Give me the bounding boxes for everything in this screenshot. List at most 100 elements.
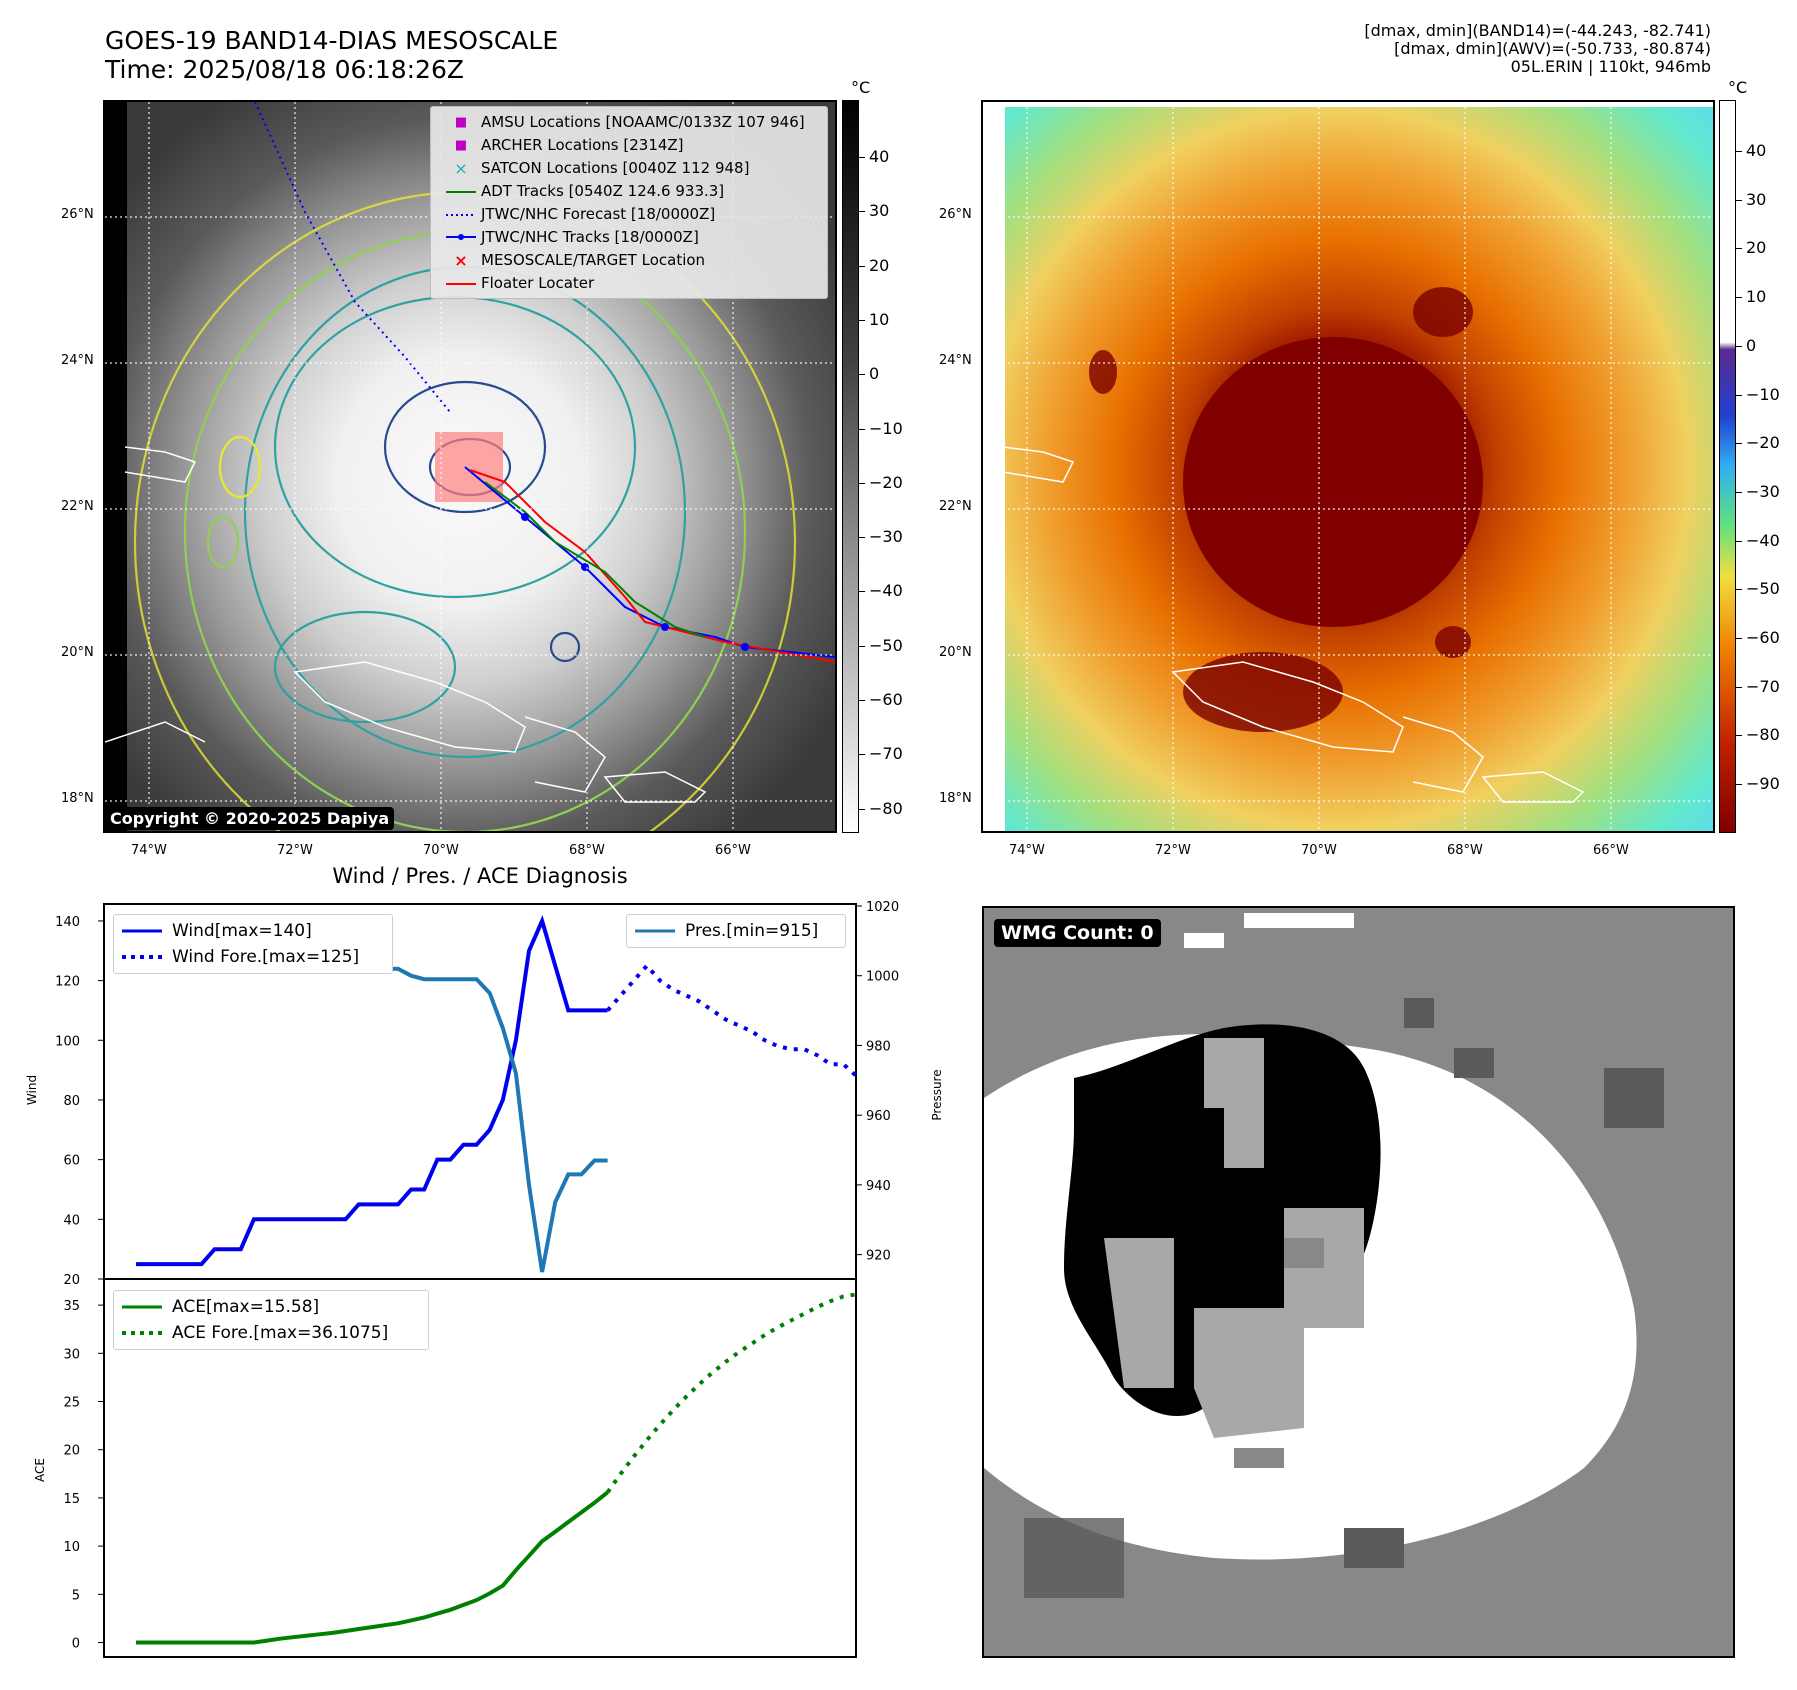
colorbar-left [842,100,859,833]
ace-ytick-label: 25 [63,1396,80,1411]
series-line-ace-fore- [605,1292,857,1494]
colorbar-right-tick-mark [1736,345,1742,347]
pressure-ytick-label: 960 [866,1109,891,1124]
ir-map-lon-label: 70°W [423,843,459,858]
colorbar-left-tick-mark [859,265,865,267]
colorbar-left-tick-label: −70 [869,744,903,764]
ace-ytick-label: 20 [63,1444,80,1459]
colorbar-left-tick-mark [859,537,865,539]
map-legend: ■ AMSU Locations [NOAAMC/0133Z 107 946] ■… [430,106,828,299]
colorbar-left-tick-mark [859,211,865,213]
colorbar-right-tick-mark [1736,297,1742,299]
colorbar-right-tick-mark [1736,540,1742,542]
colorbar-right-tick-mark [1736,491,1742,493]
line-marker-icon [441,180,481,203]
colorbar-right-tick-label: −70 [1746,676,1780,696]
colorbar-left-tick-mark [859,319,865,321]
colorbar-right [1719,100,1736,833]
ace-ytick-label: 30 [63,1347,80,1362]
legend-item-pressure: Pres.[min=915] [635,921,819,941]
colorbar-left-tick-label: 40 [869,147,890,166]
colorbar-left-tick-mark [859,591,865,593]
color-map-lon-label: 66°W [1593,843,1629,858]
color-map-panel [981,100,1715,833]
copyright-label: Copyright © 2020-2025 Dapiya [105,807,395,830]
dotted-line-icon [441,203,481,226]
colorbar-left-tick-label: −10 [869,418,903,438]
pressure-ytick-label: 920 [866,1249,891,1264]
colorbar-left-tick-mark [859,157,865,158]
colorbar-left-tick-mark [859,428,865,430]
wind-legend: Wind[max=140] Wind Fore.[max=125] [113,914,393,974]
colorbar-right-tick-mark [1736,735,1742,737]
pressure-axis-label: Pressure [930,1069,944,1120]
wind-ytick-label: 60 [63,1154,80,1169]
legend-item-target: × MESOSCALE/TARGET Location [441,249,817,272]
figure-title: GOES-19 BAND14-DIAS MESOSCALE Time: 2025… [105,26,558,84]
stats-info: [dmax, dmin](BAND14)=(-44.243, -82.741) … [1111,22,1711,76]
series-line-wind [136,915,608,1267]
ir-map-lat-label: 26°N [61,207,94,222]
colorbar-left-tick-label: 0 [869,364,880,384]
legend-item-amsu: ■ AMSU Locations [NOAAMC/0133Z 107 946] [441,111,817,134]
colorbar-right-tick-mark [1736,248,1742,250]
colorbar-right-tick-mark [1736,443,1742,445]
color-map-lat-label: 18°N [939,791,972,806]
legend-item-wind-forecast: Wind Fore.[max=125] [122,947,360,967]
colorbar-right-tick-label: −80 [1746,725,1780,745]
colorbar-right-tick-label: 0 [1746,335,1757,355]
colorbar-right-tick-label: −50 [1746,579,1780,599]
pressure-ytick-label: 940 [866,1179,891,1194]
colorbar-left-tick-label: −50 [869,635,903,655]
colorbar-left-tick-mark [859,808,865,810]
colorbar-left-tick-label: 20 [869,255,890,275]
ace-plot-frame [103,1278,857,1658]
colorbar-right-tick-label: 10 [1746,287,1767,307]
legend-item-floater: Floater Locater [441,272,817,295]
series-line-ace [136,1490,609,1645]
legend-item-satcon: × SATCON Locations [0040Z 112 948] [441,157,817,180]
ir-map-lon-label: 72°W [277,843,313,858]
wmg-panel [982,906,1735,1658]
legend-item-forecast: JTWC/NHC Forecast [18/0000Z] [441,203,817,226]
ace-ytick-label: 15 [63,1492,80,1507]
ace-axis-label: ACE [33,1458,47,1482]
colorbar-right-tick-label: −10 [1746,384,1780,404]
title-line-2: Time: 2025/08/18 06:18:26Z [105,55,464,84]
wind-ytick-label: 80 [63,1094,80,1109]
color-map-lon-label: 70°W [1301,843,1337,858]
stats-band14: [dmax, dmin](BAND14)=(-44.243, -82.741) [1364,21,1711,40]
colorbar-right-tick-mark [1736,589,1742,591]
wmg-image [984,908,1733,1656]
colorbar-right-tick-label: −90 [1746,774,1780,794]
ace-legend: ACE[max=15.58] ACE Fore.[max=36.1075] [113,1290,429,1350]
wind-ytick-label: 40 [63,1213,80,1228]
pressure-legend: Pres.[min=915] [626,914,846,948]
ir-map-lon-label: 68°W [569,843,605,858]
pressure-ytick-label: 1020 [866,900,899,915]
color-map-lat-label: 26°N [939,207,972,222]
colorbar-right-tick-mark [1736,784,1742,786]
series-line-wind-fore- [606,962,858,1078]
ir-map-lat-label: 22°N [61,499,94,514]
colorbar-right-tick-label: 40 [1746,141,1767,160]
legend-item-ace-forecast: ACE Fore.[max=36.1075] [122,1323,389,1343]
wind-ytick-label: 140 [55,915,80,930]
colorbar-left-tick-mark [859,645,865,647]
colorbar-left-tick-mark [859,482,865,484]
colorbar-left-tick-mark [859,374,865,376]
legend-item-tracks: JTWC/NHC Tracks [18/0000Z] [441,226,817,249]
colorbar-right-tick-mark [1736,151,1742,152]
colorbar-left-tick-label: −20 [869,472,903,492]
ir-map-lat-label: 20°N [61,645,94,660]
colorbar-right-tick-label: −40 [1746,530,1780,550]
wind-ytick-label: 20 [63,1273,80,1288]
wind-axis-label: Wind [25,1075,39,1105]
color-map-lat-label: 20°N [939,645,972,660]
color-map-lon-label: 68°W [1447,843,1483,858]
diagnosis-title: Wind / Pres. / ACE Diagnosis [332,864,628,888]
colorbar-right-tick-mark [1736,394,1742,396]
ir-map-lon-label: 66°W [715,843,751,858]
pressure-ytick-label: 1000 [866,970,899,985]
x-marker-icon: × [454,159,468,178]
